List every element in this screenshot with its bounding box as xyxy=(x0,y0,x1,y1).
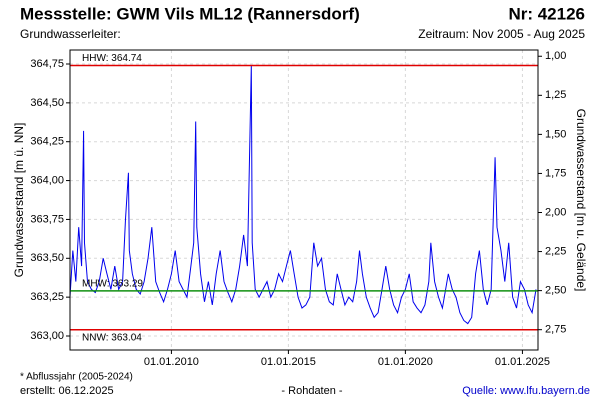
y2-tick-label: 2,00 xyxy=(545,206,566,218)
x-tick-label: 01.01.2010 xyxy=(144,356,199,368)
station-number: Nr: 42126 xyxy=(508,4,585,23)
x-tick-label: 01.01.2015 xyxy=(261,356,316,368)
y2-tick-label: 2,75 xyxy=(545,324,566,336)
chart-title: Messstelle: GWM Vils ML12 (Rannersdorf) xyxy=(20,4,360,23)
period: Zeitraum: Nov 2005 - Aug 2025 xyxy=(418,27,585,41)
footnote: * Abflussjahr (2005-2024) xyxy=(20,372,133,383)
data-line xyxy=(69,65,537,325)
y-tick-label: 364,25 xyxy=(30,136,64,148)
y-tick-label: 363,75 xyxy=(30,213,64,225)
y-tick-label: 363,25 xyxy=(30,291,64,303)
y2-tick-label: 1,50 xyxy=(545,128,566,140)
y2-tick-label: 2,50 xyxy=(545,285,566,297)
y2-tick-label: 1,00 xyxy=(545,50,566,62)
x-tick-label: 01.01.2020 xyxy=(378,356,433,368)
x-tick-label: 01.01.2025 xyxy=(495,356,550,368)
y-axis-label: Grundwasserstand [m ü. NN] xyxy=(12,123,26,278)
y-tick-label: 364,50 xyxy=(30,97,64,109)
y2-tick-label: 1,75 xyxy=(545,167,566,179)
reference-label: NNW: 363.04 xyxy=(82,332,142,343)
subtitle: Grundwasserleiter: xyxy=(20,27,121,41)
y-tick-label: 364,75 xyxy=(30,58,64,70)
y-tick-label: 363,50 xyxy=(30,252,64,264)
y-tick-label: 363,00 xyxy=(30,330,64,342)
plot-frame xyxy=(69,49,539,351)
plot-area xyxy=(70,50,538,350)
raw-data-note: - Rohdaten - xyxy=(281,385,342,397)
created-date: erstellt: 06.12.2025 xyxy=(20,385,114,397)
reference-label: HHW: 364.74 xyxy=(82,53,142,64)
y2-tick-label: 1,25 xyxy=(545,89,566,101)
y2-tick-label: 2,25 xyxy=(545,245,566,257)
y-tick-label: 364,00 xyxy=(30,174,64,186)
reference-label: MHW: 363.29 xyxy=(82,279,143,290)
source: Quelle: www.lfu.bayern.de xyxy=(462,385,590,397)
y2-axis-label: Grundwasserstand [m u. Gelände] xyxy=(574,109,588,292)
